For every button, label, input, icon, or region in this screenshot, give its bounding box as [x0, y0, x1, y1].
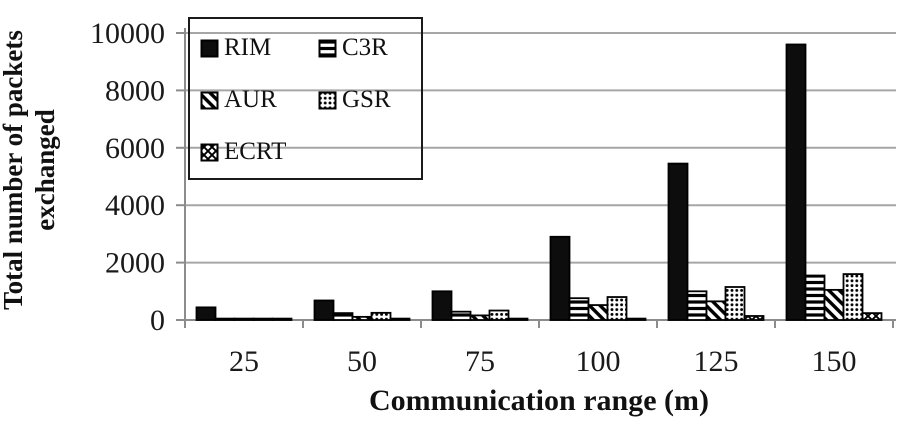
- bar-c3r-125: [686, 290, 708, 321]
- legend-item-rim: RIM: [200, 30, 318, 66]
- bar-c3r-75: [450, 310, 472, 321]
- legend-swatch-rect: [200, 39, 219, 57]
- legend-swatch-rect: [200, 91, 219, 109]
- bar-aur-150: [823, 288, 845, 321]
- legend-item-ecrt: ECRT: [200, 134, 318, 170]
- bar-c3r-25: [214, 317, 236, 321]
- y-tick-label: 10000: [90, 17, 165, 50]
- bar-aur-25: [233, 317, 255, 321]
- y-tick-label: 2000: [105, 247, 165, 280]
- axes: [176, 28, 896, 328]
- legend-label: C3R: [342, 34, 388, 61]
- x-tick-labels: 25 50 75 100 125 150: [229, 345, 857, 378]
- legend-label: GSR: [342, 86, 391, 113]
- x-tick-label: 150: [812, 345, 857, 378]
- bar-rim-25: [195, 306, 217, 321]
- bar-ecrt-150: [861, 312, 883, 321]
- bar-gsr-150: [842, 273, 864, 321]
- y-tick-label: 0: [150, 304, 165, 337]
- bar-aur-100: [587, 304, 609, 321]
- bar-c3r-150: [804, 274, 826, 321]
- legend-swatch-cross-icon: [200, 143, 219, 161]
- x-tick-label: 75: [465, 345, 495, 378]
- y-tick-label: 6000: [105, 132, 165, 165]
- bar-ecrt-100: [625, 317, 647, 321]
- bar-ecrt-75: [507, 317, 529, 321]
- legend-swatch-rect: [318, 91, 337, 109]
- bar-ecrt-50: [389, 317, 411, 321]
- y-axis-title: Total number of packets exchanged: [0, 0, 63, 346]
- bar-rim-100: [549, 235, 571, 321]
- x-tick-label: 125: [694, 345, 739, 378]
- legend-swatch-solid-icon: [200, 39, 219, 57]
- bar-aur-75: [469, 314, 491, 321]
- bar-ecrt-125: [743, 315, 765, 321]
- legend-swatch-rect: [318, 39, 337, 57]
- y-axis-title-line2: exchanged: [30, 109, 60, 231]
- bar-rim-150: [785, 43, 807, 321]
- bar-rim-50: [313, 299, 335, 321]
- x-tick-label: 25: [229, 345, 259, 378]
- y-tick-labels: 0 2000 4000 6000 8000 10000: [90, 17, 165, 337]
- bar-gsr-100: [606, 296, 628, 321]
- bar-aur-125: [705, 300, 727, 321]
- bars: [195, 43, 883, 321]
- bar-aur-50: [351, 315, 373, 321]
- legend-item-c3r: C3R: [318, 30, 421, 66]
- bar-rim-125: [667, 162, 689, 321]
- legend-swatch-hlines-icon: [318, 39, 337, 57]
- x-axis-title: Communication range (m): [369, 384, 709, 417]
- gridlines: [185, 32, 896, 264]
- legend-item-aur: AUR: [200, 82, 318, 118]
- legend-swatch-dots-icon: [318, 91, 337, 109]
- bar-gsr-25: [252, 317, 274, 321]
- x-tick-label: 50: [347, 345, 377, 378]
- bar-gsr-125: [724, 286, 746, 321]
- bar-gsr-75: [488, 309, 510, 321]
- legend: RIM C3R AUR GSR ECRT: [188, 17, 423, 180]
- legend-swatch-rect: [200, 143, 219, 161]
- bar-c3r-50: [332, 312, 354, 321]
- legend-item-gsr: GSR: [318, 82, 421, 118]
- bar-c3r-100: [568, 297, 590, 321]
- legend-label: RIM: [224, 34, 272, 61]
- y-tick-label: 4000: [105, 189, 165, 222]
- legend-label: AUR: [224, 86, 277, 113]
- x-tick-label: 100: [576, 345, 621, 378]
- legend-label: ECRT: [224, 138, 287, 165]
- y-axis-title-line1: Total number of packets: [0, 30, 28, 310]
- bar-ecrt-25: [271, 317, 293, 321]
- bar-gsr-50: [370, 311, 392, 321]
- legend-swatch-diag-icon: [200, 91, 219, 109]
- y-tick-label: 8000: [105, 74, 165, 107]
- bar-rim-75: [431, 290, 453, 321]
